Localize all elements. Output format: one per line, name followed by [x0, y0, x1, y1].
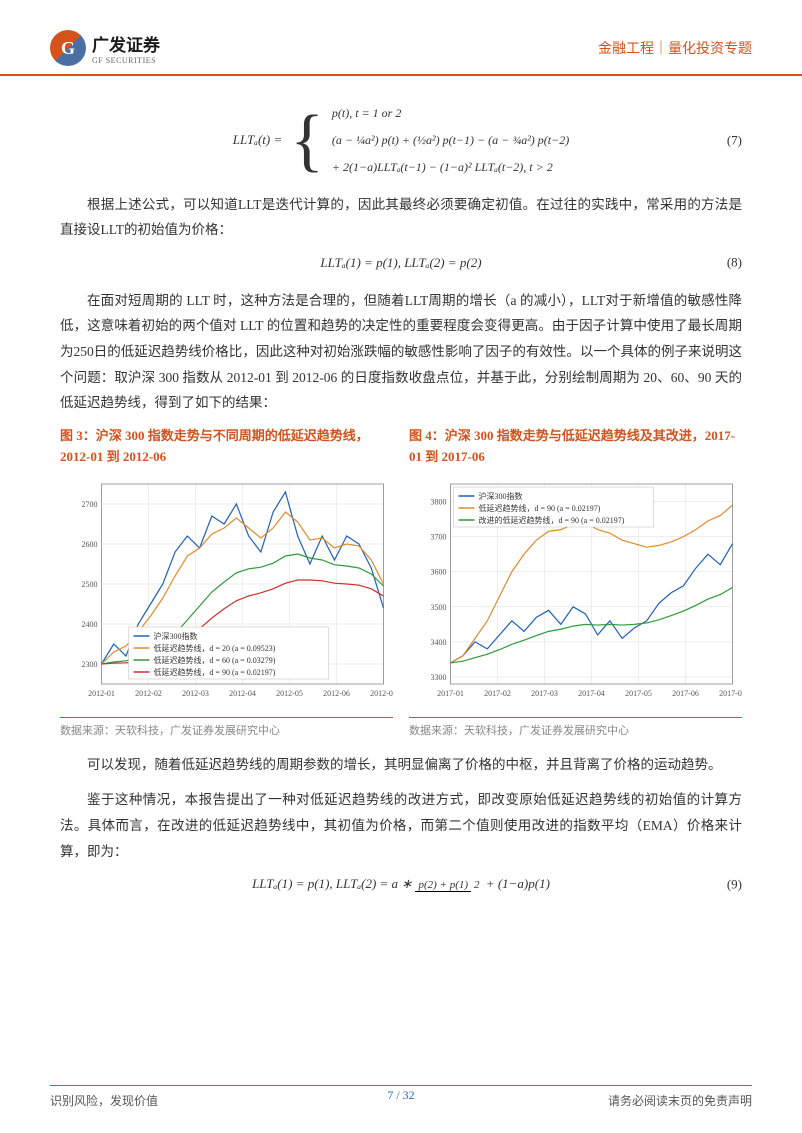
svg-text:低延迟趋势线，d = 60 (a = 0.03279): 低延迟趋势线，d = 60 (a = 0.03279): [154, 655, 276, 665]
header-category: 金融工程｜量化投资专题: [598, 38, 752, 58]
eq-num-9: (9): [727, 874, 742, 895]
svg-text:2700: 2700: [82, 500, 98, 509]
logo-cn: 广发证券: [92, 31, 160, 56]
chart-3: 2300 2400 2500 2600 2700 2012-01 2012-02 2012-0…: [60, 476, 393, 706]
svg-text:2017-05: 2017-05: [625, 689, 652, 698]
chart-4-source: 数据来源：天软科技，广发证券发展研究中心: [409, 717, 742, 738]
svg-text:2017-01: 2017-01: [437, 689, 464, 698]
svg-text:2017-02: 2017-02: [484, 689, 511, 698]
logo: G 广发证券 GF SECURITIES: [50, 30, 160, 66]
svg-text:低延迟趋势线，d = 90 (a = 0.02197): 低延迟趋势线，d = 90 (a = 0.02197): [154, 667, 276, 677]
eq-num-8: (8): [727, 253, 742, 274]
svg-text:改进的低延迟趋势线，d = 90 (a = 0.02197): 改进的低延迟趋势线，d = 90 (a = 0.02197): [479, 515, 625, 525]
svg-text:2012-05: 2012-05: [276, 689, 303, 698]
svg-text:2017-06: 2017-06: [672, 689, 699, 698]
equation-8: LLTₐ(1) = p(1), LLTₐ(2) = p(2) (8): [60, 253, 742, 274]
svg-text:3300: 3300: [431, 673, 447, 682]
svg-text:2300: 2300: [82, 660, 98, 669]
page-footer: 识别风险，发现价值 请务必阅读末页的免责声明 7 / 32: [50, 1085, 752, 1109]
svg-text:3600: 3600: [431, 568, 447, 577]
svg-text:沪深300指数: 沪深300指数: [479, 491, 523, 501]
logo-icon: G: [50, 30, 86, 66]
svg-text:2012-06: 2012-06: [323, 689, 350, 698]
svg-text:低延迟趋势线，d = 90 (a = 0.02197): 低延迟趋势线，d = 90 (a = 0.02197): [479, 503, 601, 513]
paragraph-2: 在面对短周期的 LLT 时，这种方法是合理的，但随着LLT周期的增长（a 的减小…: [60, 288, 742, 416]
page-number: 7 / 32: [50, 1088, 752, 1103]
chart-3-source: 数据来源：天软科技，广发证券发展研究中心: [60, 717, 393, 738]
svg-text:2017-07: 2017-07: [719, 689, 742, 698]
chart-4-title: 图 4：沪深 300 指数走势与低延迟趋势线及其改进，2017-01 到 201…: [409, 426, 742, 470]
svg-text:3700: 3700: [431, 532, 447, 541]
svg-text:2400: 2400: [82, 620, 98, 629]
svg-text:3400: 3400: [431, 638, 447, 647]
svg-text:2012-07: 2012-07: [370, 689, 393, 698]
svg-text:2012-04: 2012-04: [229, 689, 256, 698]
chart-4: 3300 3400 3500 3600 3700 3800 2017-01 2017-02 20…: [409, 476, 742, 706]
svg-text:沪深300指数: 沪深300指数: [154, 631, 198, 641]
svg-text:2012-03: 2012-03: [182, 689, 209, 698]
charts-row: 图 3：沪深 300 指数走势与不同周期的低延迟趋势线，2012-01 到 20…: [60, 426, 742, 738]
logo-en: GF SECURITIES: [92, 56, 160, 65]
svg-text:低延迟趋势线，d = 20 (a = 0.09523): 低延迟趋势线，d = 20 (a = 0.09523): [154, 643, 276, 653]
svg-text:3800: 3800: [431, 497, 447, 506]
svg-text:2017-04: 2017-04: [578, 689, 605, 698]
paragraph-4: 鉴于这种情况，本报告提出了一种对低延迟趋势线的改进方式，即改变原始低延迟趋势线的…: [60, 787, 742, 864]
paragraph-1: 根据上述公式，可以知道LLT是迭代计算的，因此其最终必须要确定初值。在过往的实践…: [60, 192, 742, 243]
page-header: G 广发证券 GF SECURITIES 金融工程｜量化投资专题: [0, 0, 802, 76]
svg-text:2012-01: 2012-01: [88, 689, 115, 698]
chart-3-title: 图 3：沪深 300 指数走势与不同周期的低延迟趋势线，2012-01 到 20…: [60, 426, 393, 470]
svg-text:2600: 2600: [82, 540, 98, 549]
equation-9: LLTₐ(1) = p(1), LLTₐ(2) = a ∗ p(2) + p(1…: [60, 874, 742, 895]
eq-num-7: (7): [727, 130, 742, 151]
svg-text:2017-03: 2017-03: [531, 689, 558, 698]
equation-7: LLTₐ(t) = { p(t), t = 1 or 2 (a − ¼a²) p…: [60, 104, 742, 178]
svg-text:2500: 2500: [82, 580, 98, 589]
svg-text:3500: 3500: [431, 603, 447, 612]
paragraph-3: 可以发现，随着低延迟趋势线的周期参数的增长，其明显偏离了价格的中枢，并且背离了价…: [60, 752, 742, 778]
svg-text:2012-02: 2012-02: [135, 689, 162, 698]
